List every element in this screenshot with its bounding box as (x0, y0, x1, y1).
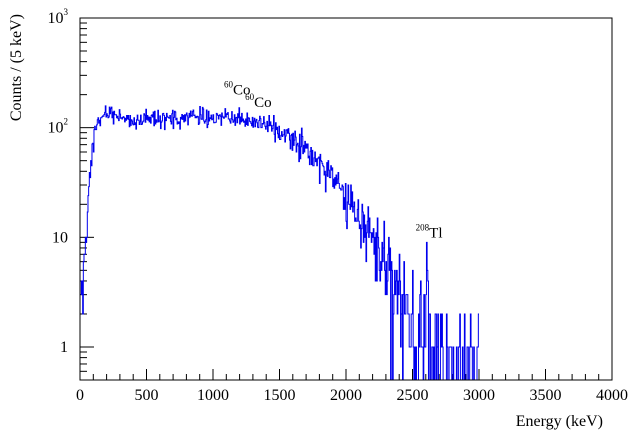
y-tick-labels: 1 10 102 103 (48, 7, 69, 356)
y-tick-label: 102 (48, 117, 69, 137)
peak-annotation: 60Co (224, 80, 251, 99)
x-tick-labels: 0 500 1000 1500 2000 2500 3000 3500 4000 (76, 387, 628, 404)
x-tick-label: 1500 (264, 387, 296, 404)
y-tick-label: 103 (48, 7, 69, 27)
y-tick-label: 10 (52, 229, 68, 246)
peak-annotation: 208Tl (416, 222, 443, 241)
peak-annotation: 60Co (245, 92, 272, 111)
x-tick-label: 3000 (463, 387, 495, 404)
x-tick-label: 3500 (530, 387, 562, 404)
x-ticks (79, 369, 613, 380)
x-tick-label: 2500 (397, 387, 429, 404)
x-tick-label: 500 (135, 387, 159, 404)
x-tick-label: 4000 (596, 387, 628, 404)
x-tick-label: 1000 (197, 387, 229, 404)
y-ticks (80, 22, 94, 381)
y-axis-title: Counts / (5 keV) (8, 14, 25, 121)
x-axis-title: Energy (keV) (516, 413, 603, 430)
x-tick-label: 2000 (330, 387, 362, 404)
y-tick-label: 1 (60, 339, 68, 356)
plot-frame (79, 17, 613, 381)
x-tick-label: 0 (76, 387, 84, 404)
histogram-series (80, 105, 479, 381)
